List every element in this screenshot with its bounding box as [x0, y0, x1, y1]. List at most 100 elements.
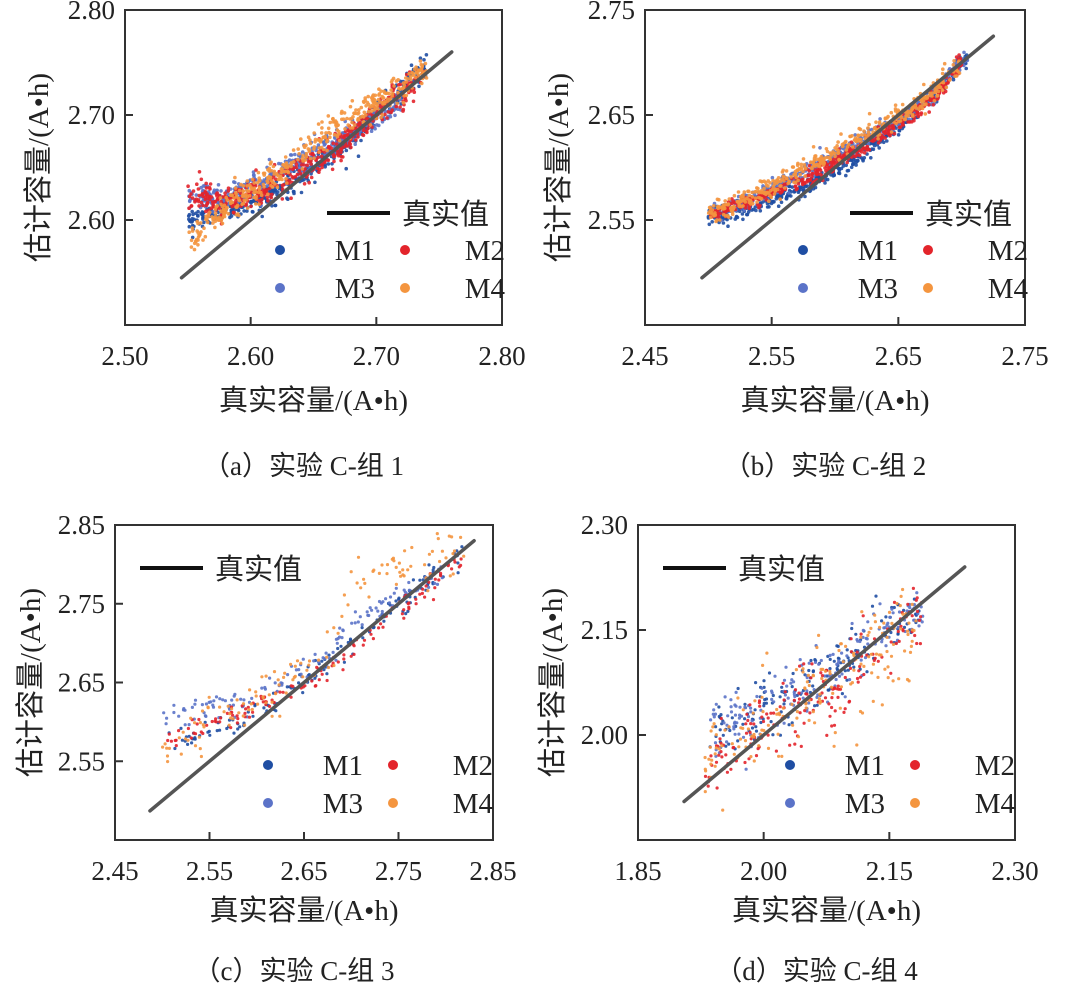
point-m4: [828, 672, 832, 676]
point-m3: [370, 608, 374, 612]
point-m3: [365, 610, 369, 614]
y-axis-title: 估计容量/(A•h): [22, 73, 55, 262]
point-m3: [209, 700, 213, 704]
point-m3: [338, 626, 342, 630]
y-axis-title: 估计容量/(A•h): [14, 588, 47, 777]
point-m2: [714, 760, 719, 764]
legend-marker-m2: [400, 245, 410, 255]
point-m1: [849, 165, 854, 170]
point-m1: [870, 147, 874, 151]
point-m2: [231, 713, 235, 717]
axis-ticks: 1.85 2.00 2.15 2.302.002.152.30: [581, 510, 1039, 886]
point-m1: [431, 568, 435, 572]
point-m3: [321, 656, 325, 660]
point-m1: [885, 139, 889, 143]
legend-label-m4: M4: [453, 788, 494, 820]
point-m4: [703, 790, 707, 794]
point-m2: [793, 742, 797, 746]
point-m4: [891, 642, 896, 647]
point-m1: [718, 728, 722, 732]
scatter-points: [186, 53, 429, 252]
point-m4: [935, 93, 940, 98]
point-m2: [339, 158, 343, 163]
point-m3: [866, 642, 870, 646]
point-m1: [880, 619, 884, 623]
point-m3: [289, 153, 294, 157]
point-m2: [833, 709, 837, 713]
point-m4: [896, 108, 900, 112]
point-m2: [354, 138, 358, 142]
point-m4: [276, 177, 281, 182]
point-m3: [746, 715, 751, 719]
point-m4: [761, 663, 765, 668]
point-m4: [872, 126, 877, 130]
point-m4: [383, 91, 387, 95]
point-m1: [841, 164, 846, 168]
point-m2: [278, 690, 282, 694]
point-m4: [328, 135, 332, 140]
point-m4: [299, 137, 303, 141]
point-m4: [727, 725, 731, 729]
point-m1: [811, 684, 815, 688]
point-m2: [404, 98, 408, 103]
point-m1: [769, 720, 773, 724]
point-m2: [830, 724, 834, 728]
point-m4: [193, 744, 198, 748]
point-m3: [711, 712, 715, 716]
point-m4: [325, 148, 329, 153]
point-m4: [213, 211, 218, 216]
point-m3: [188, 198, 192, 203]
legend-label-m4: M4: [988, 273, 1029, 305]
point-m4: [882, 621, 886, 625]
point-m4: [300, 167, 305, 171]
point-m2: [859, 632, 863, 636]
point-m4: [940, 71, 945, 76]
point-m2: [420, 591, 424, 596]
point-m3: [300, 150, 305, 154]
legend-marker-m4: [400, 283, 410, 293]
point-m2: [213, 719, 217, 723]
point-m4: [448, 574, 452, 578]
point-m3: [358, 615, 362, 619]
point-m4: [355, 581, 359, 585]
point-m4: [196, 238, 200, 242]
point-m3: [763, 689, 768, 694]
point-m4: [211, 217, 215, 222]
point-m3: [726, 714, 730, 718]
point-m2: [193, 732, 198, 736]
point-m4: [189, 716, 193, 720]
point-m2: [317, 170, 321, 174]
point-m4: [234, 205, 239, 210]
point-m2: [366, 126, 370, 131]
point-m4: [899, 627, 903, 631]
point-m3: [793, 694, 797, 699]
point-m3: [267, 157, 272, 162]
point-m4: [730, 742, 734, 746]
point-m2: [194, 197, 199, 201]
point-m4: [756, 195, 761, 200]
point-m2: [810, 172, 814, 176]
point-m1: [854, 632, 858, 636]
x-tick-label: 2.55: [748, 341, 795, 371]
point-m2: [344, 133, 348, 138]
point-m2: [235, 714, 239, 718]
point-m4: [807, 718, 811, 723]
point-m1: [717, 714, 721, 719]
point-m2: [349, 129, 353, 134]
point-m3: [733, 732, 737, 736]
point-m2: [191, 189, 196, 193]
point-m2: [772, 711, 776, 715]
point-m3: [218, 697, 222, 701]
point-m1: [844, 173, 848, 178]
point-m1: [754, 208, 758, 213]
point-m4: [775, 712, 779, 716]
point-m4: [899, 594, 903, 599]
point-m4: [270, 700, 274, 704]
point-m1: [411, 578, 415, 582]
point-m4: [906, 110, 910, 115]
point-m1: [336, 646, 340, 651]
point-m2: [169, 739, 173, 743]
point-m1: [320, 659, 324, 663]
